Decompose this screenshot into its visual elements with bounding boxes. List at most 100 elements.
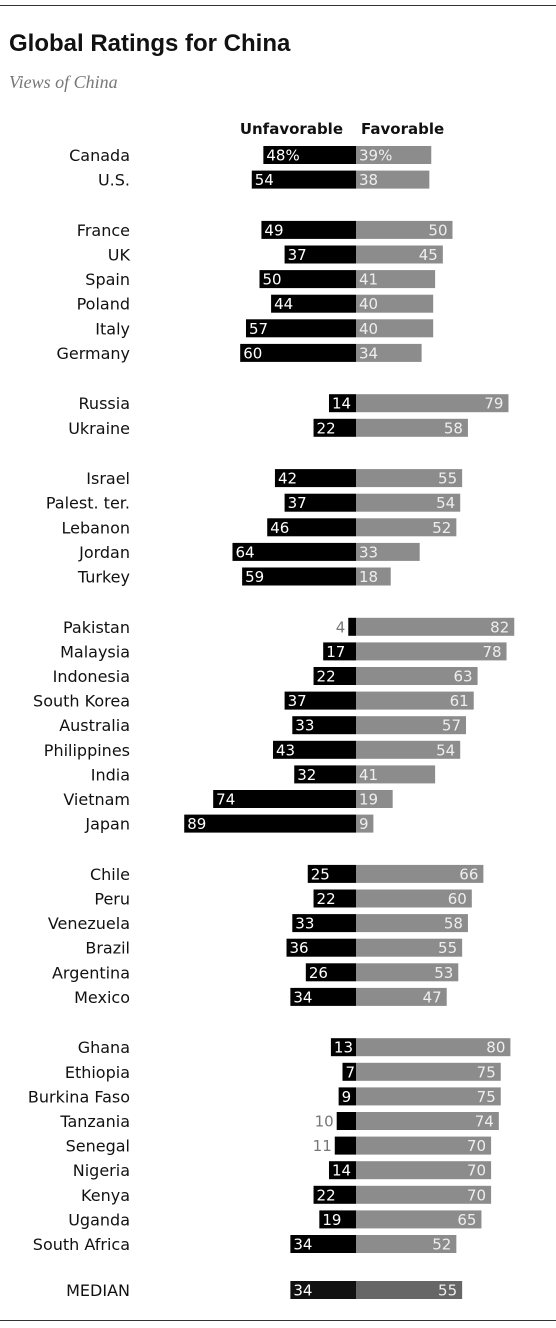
top-rule [0, 5, 556, 6]
bar-favorable-tanzania [356, 1112, 499, 1130]
value-unfavorable-brazil: 36 [290, 939, 309, 957]
bar-favorable-kenya [356, 1185, 492, 1204]
bar-favorable-south-africa [356, 1235, 457, 1253]
country-label-spain: Spain [85, 270, 130, 289]
value-unfavorable-israel: 42 [278, 470, 297, 488]
value-favorable-median: 55 [438, 1282, 457, 1300]
value-unfavorable-spain: 50 [263, 271, 282, 289]
value-favorable-australia: 57 [442, 717, 461, 735]
country-label-venezuela: Venezuela [48, 914, 130, 933]
bar-unfavorable-russia [328, 394, 356, 413]
value-unfavorable-ukraine: 22 [317, 419, 336, 437]
legend-favorable: Favorable [361, 120, 444, 138]
country-label-ukraine: Ukraine [68, 419, 130, 438]
bar-unfavorable-poland [271, 294, 356, 313]
value-favorable-ukraine: 58 [444, 419, 463, 437]
country-label-indonesia: Indonesia [53, 667, 130, 686]
bar-favorable-canada [356, 146, 432, 164]
country-label-burkina-faso: Burkina Faso [28, 1087, 130, 1106]
chart-subtitle: Views of China [9, 72, 118, 92]
bar-unfavorable-philippines [273, 740, 356, 759]
country-label-vietnam: Vietnam [63, 790, 130, 809]
bar-unfavorable-canada [263, 146, 356, 164]
value-favorable-russia: 79 [484, 395, 503, 413]
value-unfavorable-south-korea: 37 [288, 692, 307, 710]
country-label-peru: Peru [94, 890, 130, 909]
value-favorable-venezuela: 58 [444, 915, 463, 933]
bar-unfavorable-burkina-faso [338, 1087, 356, 1106]
value-favorable-spain: 41 [359, 271, 378, 289]
value-favorable-senegal: 70 [467, 1137, 486, 1155]
bar-unfavorable-pakistan [348, 617, 356, 636]
bar-unfavorable-italy [245, 319, 356, 338]
value-unfavorable-india: 32 [297, 766, 316, 784]
value-favorable-ethiopia: 75 [477, 1063, 496, 1081]
value-unfavorable-nigeria: 14 [332, 1162, 351, 1180]
value-favorable-vietnam: 19 [359, 791, 378, 809]
bar-favorable-senegal [356, 1136, 492, 1155]
value-unfavorable-pakistan: 4 [336, 618, 346, 636]
country-label-italy: Italy [95, 319, 130, 338]
country-label-argentina: Argentina [52, 963, 130, 982]
country-label-south-africa: South Africa [33, 1235, 130, 1254]
bar-unfavorable-palest-ter [284, 493, 356, 512]
country-label-uk: UK [108, 246, 131, 265]
value-favorable-italy: 40 [359, 320, 378, 338]
bar-unfavorable-peru [313, 889, 356, 908]
value-unfavorable-germany: 60 [243, 344, 262, 362]
value-unfavorable-mexico: 34 [293, 988, 312, 1006]
bottom-rule [0, 1320, 556, 1321]
value-unfavorable-argentina: 26 [309, 964, 328, 982]
value-favorable-uganda: 65 [457, 1211, 476, 1229]
bar-favorable-median [356, 1281, 463, 1299]
bar-favorable-u-s [356, 170, 430, 189]
value-unfavorable-uk: 37 [288, 246, 307, 264]
bar-unfavorable-median [290, 1281, 356, 1299]
bar-unfavorable-nigeria [328, 1161, 356, 1180]
value-unfavorable-uganda: 19 [322, 1211, 341, 1229]
country-label-chile: Chile [90, 865, 130, 884]
country-label-lebanon: Lebanon [61, 518, 130, 537]
country-label-mexico: Mexico [74, 988, 130, 1007]
value-favorable-nigeria: 70 [467, 1162, 486, 1180]
bar-favorable-lebanon [356, 518, 457, 537]
value-favorable-chile: 66 [459, 865, 478, 883]
value-favorable-south-korea: 61 [450, 692, 469, 710]
country-label-france: France [77, 221, 130, 240]
bar-unfavorable-south-korea [284, 691, 356, 710]
value-favorable-germany: 34 [359, 344, 378, 362]
country-label-pakistan: Pakistan [63, 618, 130, 637]
bar-favorable-pakistan [356, 617, 515, 636]
bar-unfavorable-ghana [330, 1038, 356, 1057]
value-unfavorable-turkey: 59 [245, 568, 264, 586]
value-unfavorable-russia: 14 [332, 395, 351, 413]
country-label-poland: Poland [77, 295, 130, 314]
value-unfavorable-philippines: 43 [276, 741, 295, 759]
value-favorable-malaysia: 78 [482, 643, 501, 661]
value-unfavorable-canada: 48% [266, 147, 299, 165]
bar-favorable-vietnam [356, 790, 393, 808]
bar-favorable-palest-ter [356, 493, 461, 512]
value-favorable-ghana: 80 [486, 1039, 505, 1057]
bar-unfavorable-vietnam [213, 790, 356, 808]
value-favorable-pakistan: 82 [490, 618, 509, 636]
value-unfavorable-lebanon: 46 [270, 519, 289, 537]
bar-unfavorable-ethiopia [342, 1062, 356, 1081]
value-favorable-uk: 45 [419, 246, 438, 264]
country-label-senegal: Senegal [66, 1137, 130, 1156]
value-unfavorable-france: 49 [264, 221, 283, 239]
bar-favorable-japan [356, 814, 374, 833]
value-favorable-turkey: 18 [359, 568, 378, 586]
value-favorable-poland: 40 [359, 295, 378, 313]
bar-favorable-south-korea [356, 691, 474, 710]
bar-unfavorable-france [261, 220, 356, 239]
bar-unfavorable-turkey [242, 567, 356, 586]
bar-unfavorable-chile [307, 864, 356, 883]
country-label-japan: Japan [84, 815, 130, 834]
bar-favorable-ethiopia [356, 1062, 501, 1081]
value-favorable-jordan: 33 [359, 543, 378, 561]
country-label-ethiopia: Ethiopia [65, 1063, 130, 1082]
value-unfavorable-palest-ter: 37 [288, 494, 307, 512]
